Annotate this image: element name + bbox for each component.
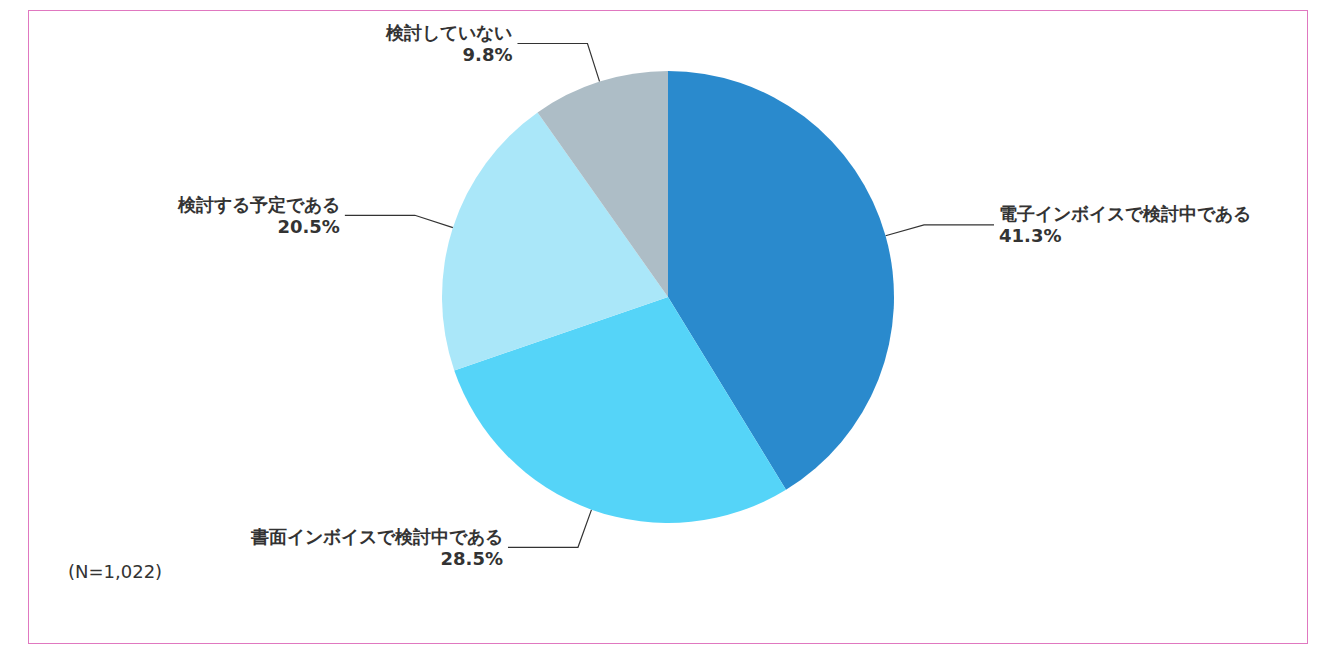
svg-text:20.5%: 20.5% — [277, 216, 339, 237]
svg-text:書面インボイスで検討中である: 書面インボイスで検討中である — [250, 526, 503, 547]
svg-text:検討していない: 検討していない — [385, 22, 512, 43]
svg-text:41.3%: 41.3% — [999, 225, 1061, 246]
svg-text:電子インボイスで検討中である: 電子インボイスで検討中である — [999, 203, 1251, 224]
svg-text:28.5%: 28.5% — [441, 548, 503, 569]
svg-text:(N=1,022): (N=1,022) — [68, 561, 162, 582]
svg-text:9.8%: 9.8% — [463, 44, 513, 65]
svg-text:検討する予定である: 検討する予定である — [177, 194, 340, 215]
